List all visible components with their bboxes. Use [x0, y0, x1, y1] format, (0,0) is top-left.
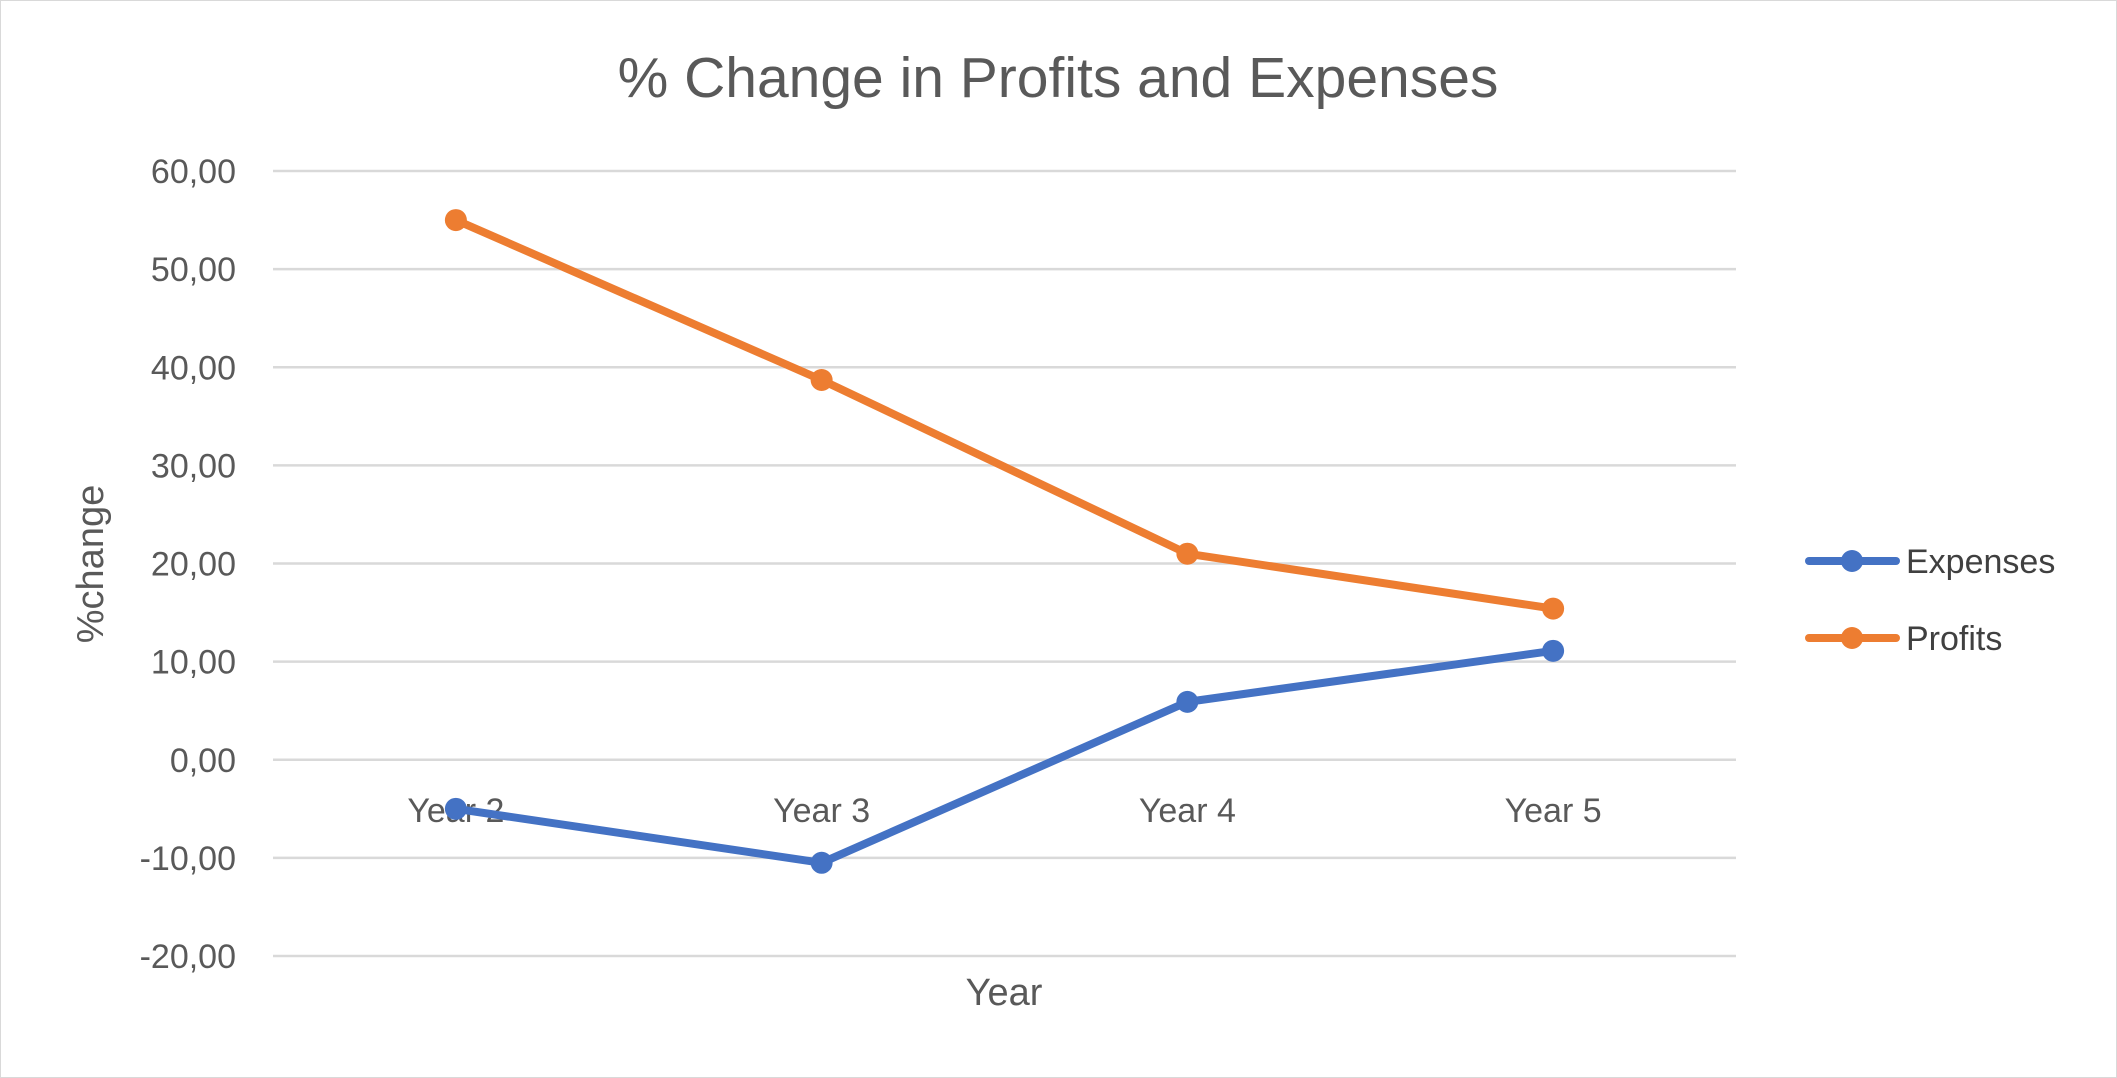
legend-item-profits: Profits	[1805, 620, 2002, 658]
data-point	[444, 209, 467, 232]
gridlines	[273, 169, 1736, 958]
data-point	[1542, 639, 1565, 662]
y-tick-label: 20,00	[151, 546, 236, 584]
legend-label: Expenses	[1906, 543, 2055, 581]
series-profits	[444, 209, 1565, 620]
legend: Expenses Profits	[1805, 543, 2055, 658]
x-axis-title: Year	[966, 972, 1043, 1014]
y-tick-label: -20,00	[140, 938, 236, 976]
y-tick-label: -10,00	[140, 840, 236, 878]
legend-label: Profits	[1906, 620, 2002, 658]
data-point	[1176, 690, 1199, 713]
y-tick-label: 30,00	[151, 447, 236, 485]
data-point	[1176, 542, 1199, 565]
y-axis-title: %change	[70, 485, 112, 643]
y-axis-tick-labels: 60,00 50,00 40,00 30,00 20,00 10,00 0,00 -10,00…	[140, 153, 236, 976]
x-tick-label: Year 3	[773, 792, 870, 830]
legend-swatch-marker	[1841, 627, 1863, 649]
y-tick-label: 50,00	[151, 251, 236, 289]
x-tick-label: Year 5	[1505, 792, 1602, 830]
x-tick-label: Year 4	[1139, 792, 1236, 830]
series-expenses	[444, 639, 1565, 874]
y-tick-label: 60,00	[151, 153, 236, 191]
data-point	[810, 369, 833, 392]
legend-item-expenses: Expenses	[1805, 543, 2055, 581]
series-line	[451, 216, 1558, 613]
series-line	[451, 646, 1558, 867]
y-tick-label: 40,00	[151, 349, 236, 387]
y-tick-label: 0,00	[170, 742, 236, 780]
chart-title: % Change in Profits and Expenses	[618, 46, 1499, 110]
y-tick-label: 10,00	[151, 644, 236, 682]
legend-swatch-marker	[1841, 550, 1863, 572]
data-point	[444, 797, 467, 820]
data-point	[810, 851, 833, 874]
data-point	[1542, 597, 1565, 620]
plot-series	[444, 209, 1565, 874]
